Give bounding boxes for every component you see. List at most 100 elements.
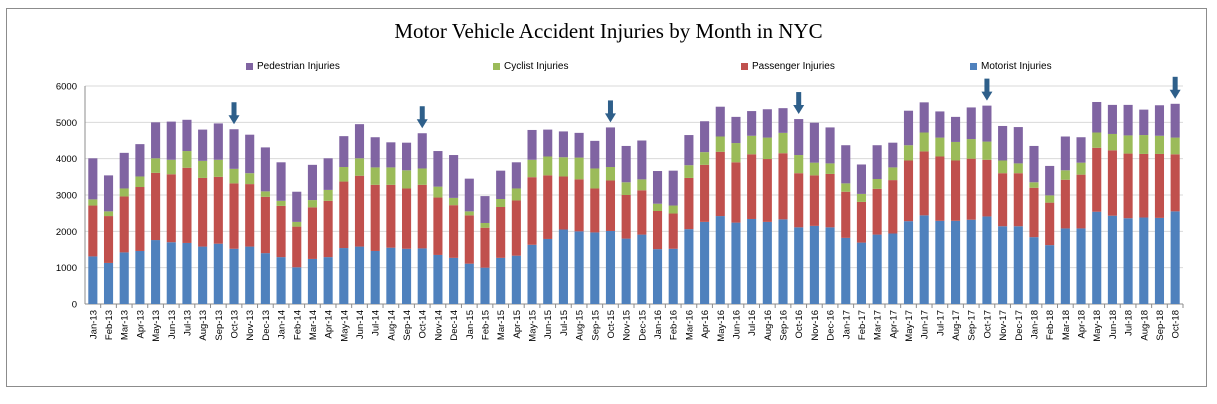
bar-passenger-injuries [1013, 173, 1023, 227]
x-tick-label: May-14 [339, 310, 350, 342]
y-tick-label: 3000 [56, 191, 77, 202]
arrow-shaft [796, 92, 802, 107]
x-tick-label: Oct-16 [794, 310, 805, 339]
y-tick-label: 0 [72, 300, 77, 311]
bar-cyclist-injuries [966, 139, 976, 159]
bar-cyclist-injuries [982, 141, 992, 160]
x-tick-label: Jan-13 [88, 310, 99, 339]
bar-cyclist-injuries [182, 151, 192, 168]
bar-pedestrian-injuries [433, 151, 443, 187]
bar-passenger-injuries [464, 215, 474, 264]
x-tick-label: Feb-14 [292, 310, 303, 340]
bar-pedestrian-injuries [652, 171, 663, 204]
bar-pedestrian-injuries [339, 136, 349, 168]
bar-motorist-injuries [590, 232, 600, 304]
bar-motorist-injuries [841, 237, 851, 304]
bar-passenger-injuries [684, 177, 694, 230]
bar-motorist-injuries [998, 226, 1008, 304]
bar-pedestrian-injuries [966, 107, 976, 140]
bar-motorist-injuries [543, 238, 553, 304]
bar-cyclist-injuries [558, 157, 568, 177]
bar-motorist-injuries [652, 249, 663, 304]
y-tick-label: 2000 [56, 227, 77, 238]
bar-pedestrian-injuries [903, 110, 914, 146]
bar-motorist-injuries [700, 221, 710, 304]
bar-motorist-injuries [433, 254, 443, 304]
bar-pedestrian-injuries [402, 142, 412, 171]
bar-pedestrian-injuries [229, 129, 239, 169]
arrow-shaft [984, 78, 990, 93]
bar-pedestrian-injuries [527, 129, 537, 160]
bar-pedestrian-injuries [856, 164, 866, 194]
bar-motorist-injuries [951, 220, 961, 304]
bar-cyclist-injuries [1170, 137, 1180, 155]
bar-pedestrian-injuries [166, 121, 176, 160]
bar-passenger-injuries [700, 164, 710, 222]
x-tick-label: Jul-15 [559, 310, 570, 336]
bar-pedestrian-injuries [668, 170, 678, 206]
bar-passenger-injuries [825, 173, 835, 228]
bar-cyclist-injuries [1060, 170, 1070, 180]
bar-cyclist-injuries [919, 132, 929, 152]
x-tick-label: Mar-15 [496, 310, 507, 340]
bar-cyclist-injuries [715, 136, 725, 152]
bar-cyclist-injuries [825, 163, 835, 174]
arrow-shaft [1172, 76, 1178, 91]
x-tick-label: Nov-17 [998, 310, 1009, 341]
annotation-arrow [228, 102, 240, 125]
bar-cyclist-injuries [778, 132, 788, 154]
bar-pedestrian-injuries [1107, 104, 1117, 134]
bar-cyclist-injuries [103, 211, 114, 217]
bar-motorist-injuries [1107, 215, 1117, 304]
bar-pedestrian-injuries [464, 178, 474, 212]
bar-pedestrian-injuries [1076, 137, 1086, 163]
bar-pedestrian-injuries [731, 116, 741, 144]
bar-cyclist-injuries [135, 176, 145, 188]
x-tick-label: May-17 [904, 310, 915, 342]
x-tick-label: May-16 [716, 310, 727, 342]
bar-pedestrian-injuries [213, 123, 223, 160]
bar-pedestrian-injuries [103, 175, 114, 212]
x-tick-label: Aug-17 [951, 310, 962, 341]
bar-cyclist-injuries [464, 211, 474, 216]
bar-motorist-injuries [402, 248, 412, 304]
x-tick-label: May-15 [528, 310, 539, 342]
bar-passenger-injuries [354, 175, 365, 247]
x-tick-label: May-13 [151, 310, 162, 342]
arrow-head [981, 91, 993, 101]
bar-pedestrian-injuries [511, 162, 521, 189]
bar-cyclist-injuries [433, 186, 443, 198]
arrow-head [1169, 89, 1181, 99]
bar-pedestrian-injuries [747, 111, 757, 136]
bar-cyclist-injuries [1076, 162, 1086, 175]
chart-title: Motor Vehicle Accident Injuries by Month… [394, 19, 823, 43]
bar-motorist-injuries [935, 220, 945, 304]
bar-passenger-injuries [668, 213, 678, 249]
bar-motorist-injuries [684, 229, 694, 304]
bar-motorist-injuries [496, 257, 506, 304]
y-tick-label: 6000 [56, 82, 77, 93]
bar-pedestrian-injuries [794, 119, 804, 156]
bar-passenger-injuries [402, 188, 412, 249]
bar-motorist-injuries [574, 231, 584, 304]
x-tick-label: Sep-16 [779, 310, 790, 341]
bar-passenger-injuries [747, 154, 757, 219]
bar-passenger-injuries [496, 206, 506, 258]
x-tick-label: Sep-17 [967, 310, 978, 341]
y-tick-label: 1000 [56, 263, 77, 274]
bar-pedestrian-injuries [480, 196, 490, 223]
bar-passenger-injuries [292, 226, 302, 268]
bar-cyclist-injuries [731, 143, 741, 163]
x-tick-label: Jun-16 [731, 310, 742, 339]
x-tick-label: Nov-13 [245, 310, 256, 341]
bar-motorist-injuries [229, 248, 239, 304]
bar-passenger-injuries [1107, 150, 1117, 216]
bar-passenger-injuries [731, 162, 741, 223]
x-tick-label: Oct-14 [418, 310, 429, 339]
x-tick-label: Jun-15 [543, 310, 554, 339]
x-tick-label: Oct-18 [1171, 310, 1182, 339]
bar-cyclist-injuries [1092, 132, 1102, 148]
bar-pedestrian-injuries [1060, 136, 1070, 171]
bar-cyclist-injuries [872, 179, 882, 189]
bar-passenger-injuries [1092, 147, 1102, 212]
